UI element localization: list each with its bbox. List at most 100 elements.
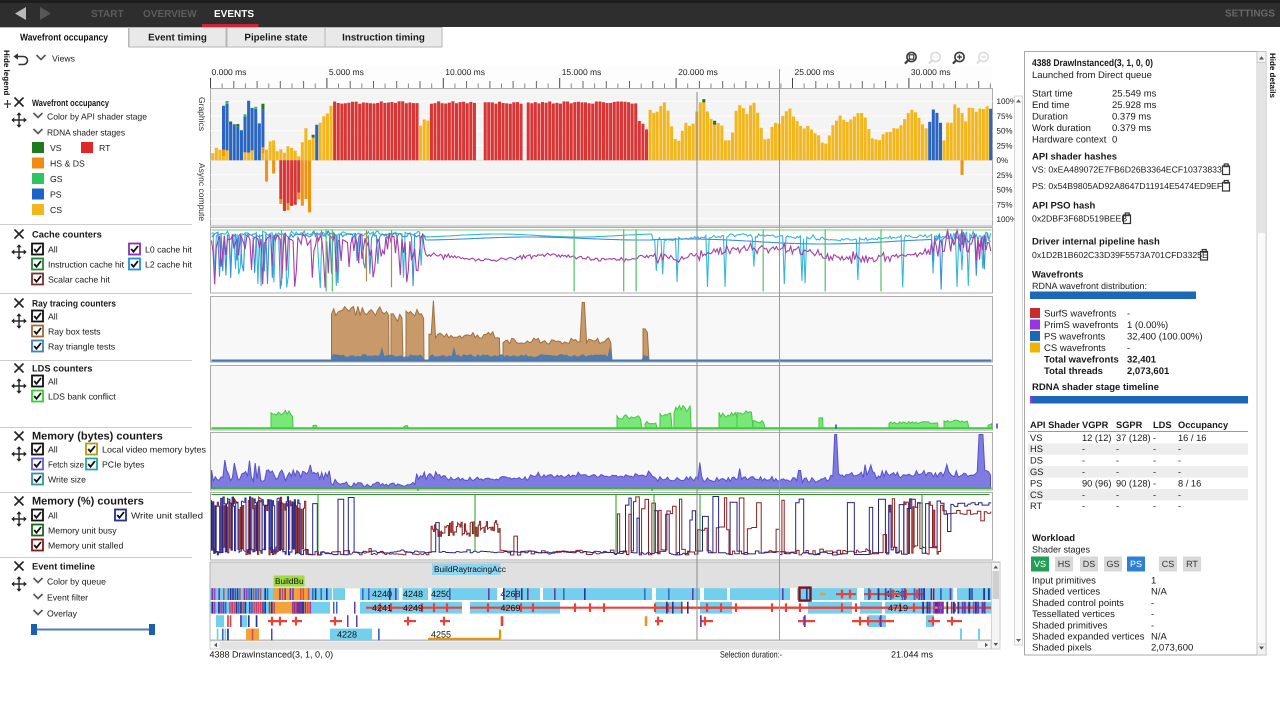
svg-text:PS wavefronts: PS wavefronts xyxy=(1044,332,1105,343)
svg-text:Tessellated vertices: Tessellated vertices xyxy=(1032,609,1115,620)
svg-text:0x2DBF3F68D519BEEB: 0x2DBF3F68D519BEEB xyxy=(1032,214,1127,224)
svg-text:-: - xyxy=(1178,456,1181,466)
svg-text:All: All xyxy=(48,511,58,521)
svg-text:50%: 50% xyxy=(997,127,1013,136)
svg-text:Total threads: Total threads xyxy=(1044,366,1103,377)
svg-text:OVERVIEW: OVERVIEW xyxy=(143,9,197,20)
svg-text:All: All xyxy=(48,312,58,322)
svg-text:Driver internal pipeline hash: Driver internal pipeline hash xyxy=(1032,237,1160,248)
svg-text:4388 DrawInstanced(3, 1, 0, 0): 4388 DrawInstanced(3, 1, 0, 0) xyxy=(210,650,334,660)
svg-text:4388 DrawInstanced(3, 1, 0, 0): 4388 DrawInstanced(3, 1, 0, 0) xyxy=(1032,58,1153,69)
svg-text:GS: GS xyxy=(1030,467,1043,477)
svg-text:START: START xyxy=(91,9,124,20)
svg-text:-: - xyxy=(1153,501,1156,511)
svg-text:-: - xyxy=(1082,501,1085,511)
svg-text:VGPR: VGPR xyxy=(1082,420,1109,430)
svg-text:VS: VS xyxy=(50,143,62,153)
svg-text:-: - xyxy=(1116,456,1119,466)
svg-text:Shaded control points: Shaded control points xyxy=(1032,598,1124,609)
svg-text:Hide legend: Hide legend xyxy=(2,50,11,95)
svg-text:Graphics: Graphics xyxy=(197,97,207,131)
svg-text:100%: 100% xyxy=(997,97,1017,106)
svg-text:-: - xyxy=(1127,309,1130,320)
svg-text:Shaded primitives: Shaded primitives xyxy=(1032,620,1108,631)
svg-text:Duration: Duration xyxy=(1032,112,1068,123)
svg-text:4268: 4268 xyxy=(501,589,521,599)
svg-text:Async compute: Async compute xyxy=(197,163,207,221)
svg-text:4241: 4241 xyxy=(372,603,392,613)
svg-text:Memory (bytes) counters: Memory (bytes) counters xyxy=(32,431,163,443)
svg-text:15.000 ms: 15.000 ms xyxy=(562,67,602,77)
svg-text:4249: 4249 xyxy=(403,603,423,613)
svg-text:N/A: N/A xyxy=(1151,587,1168,598)
svg-text:CS: CS xyxy=(50,205,62,215)
svg-text:0%: 0% xyxy=(997,156,1009,165)
svg-text:-: - xyxy=(1151,598,1154,609)
svg-text:Shaded vertices: Shaded vertices xyxy=(1032,587,1100,598)
svg-text:-: - xyxy=(1153,444,1156,454)
svg-text:Memory unit stalled: Memory unit stalled xyxy=(48,541,123,551)
svg-text:Color by API shader stage: Color by API shader stage xyxy=(47,112,147,122)
svg-text:4250: 4250 xyxy=(431,589,451,599)
svg-text:Ray box tests: Ray box tests xyxy=(48,327,101,337)
svg-text:EVENTS: EVENTS xyxy=(214,9,254,20)
svg-text:0.379 ms: 0.379 ms xyxy=(1112,123,1151,134)
svg-text:4255: 4255 xyxy=(431,630,451,640)
svg-text:LDS counters: LDS counters xyxy=(32,364,92,374)
svg-text:Ray triangle tests: Ray triangle tests xyxy=(48,342,116,352)
svg-text:Shaded pixels: Shaded pixels xyxy=(1032,643,1092,654)
svg-text:RT: RT xyxy=(1030,501,1043,511)
svg-text:API Shader: API Shader xyxy=(1030,420,1080,430)
svg-text:Launched from Direct queue: Launched from Direct queue xyxy=(1032,70,1152,81)
svg-text:Input primitives: Input primitives xyxy=(1032,576,1096,587)
svg-text:-: - xyxy=(1153,467,1156,477)
svg-text:GS: GS xyxy=(50,174,63,184)
svg-text:-: - xyxy=(1116,501,1119,511)
svg-text:VS: VS xyxy=(1030,433,1042,443)
svg-text:DS: DS xyxy=(1083,559,1096,569)
svg-text:CS wavefronts: CS wavefronts xyxy=(1044,343,1106,354)
svg-text:Wavefront occupancy: Wavefront occupancy xyxy=(20,33,108,44)
svg-text:21.044 ms: 21.044 ms xyxy=(891,650,934,660)
svg-text:PS: PS xyxy=(1130,559,1142,569)
svg-text:Pipeline state: Pipeline state xyxy=(244,33,308,44)
svg-text:100%: 100% xyxy=(997,215,1017,224)
svg-text:HS: HS xyxy=(1058,559,1071,569)
svg-text:5.000 ms: 5.000 ms xyxy=(329,67,364,77)
svg-text:API PSO hash: API PSO hash xyxy=(1032,201,1096,212)
svg-text:90 (96): 90 (96) xyxy=(1082,478,1111,488)
svg-text:-: - xyxy=(1151,609,1154,620)
svg-text:Local video memory bytes: Local video memory bytes xyxy=(102,445,207,455)
svg-text:End time: End time xyxy=(1032,100,1070,111)
svg-text:-: - xyxy=(1178,490,1181,500)
svg-text:All: All xyxy=(48,445,58,455)
svg-text:VS: VS xyxy=(1034,559,1046,569)
svg-text:-: - xyxy=(1153,456,1156,466)
svg-text:Workload: Workload xyxy=(1032,533,1075,544)
svg-text:16 / 16: 16 / 16 xyxy=(1178,433,1206,443)
svg-text:RT: RT xyxy=(99,143,111,153)
svg-text:CS: CS xyxy=(1162,559,1175,569)
svg-text:L2 cache hit: L2 cache hit xyxy=(145,260,192,270)
svg-text:L0 cache hit: L0 cache hit xyxy=(145,245,192,255)
svg-text:All: All xyxy=(48,377,58,387)
svg-text:-: - xyxy=(1116,490,1119,500)
svg-text:Write unit stalled: Write unit stalled xyxy=(131,511,203,521)
svg-text:Start time: Start time xyxy=(1032,89,1073,100)
svg-text:VS: 0xEA489072E7FB6D26B3364ECF: VS: 0xEA489072E7FB6D26B3364ECF10373833 xyxy=(1032,165,1222,175)
svg-text:LDS: LDS xyxy=(1153,420,1172,430)
svg-text:Event timing: Event timing xyxy=(148,33,207,44)
svg-text:-: - xyxy=(1082,444,1085,454)
svg-text:Event filter: Event filter xyxy=(47,593,88,603)
svg-text:Overlay: Overlay xyxy=(47,609,78,619)
svg-text:Color by queue: Color by queue xyxy=(47,577,106,587)
svg-text:LDS bank conflict: LDS bank conflict xyxy=(48,392,116,402)
svg-text:75%: 75% xyxy=(997,112,1013,121)
svg-text:25.928 ms: 25.928 ms xyxy=(1112,100,1157,111)
svg-text:50%: 50% xyxy=(997,186,1013,195)
svg-text:Hardware context: Hardware context xyxy=(1032,135,1107,146)
svg-text:RDNA shader stages: RDNA shader stages xyxy=(47,128,126,138)
svg-text:SGPR: SGPR xyxy=(1116,420,1143,430)
svg-text:Wavefronts: Wavefronts xyxy=(1032,270,1083,281)
svg-text:4228: 4228 xyxy=(337,630,357,640)
